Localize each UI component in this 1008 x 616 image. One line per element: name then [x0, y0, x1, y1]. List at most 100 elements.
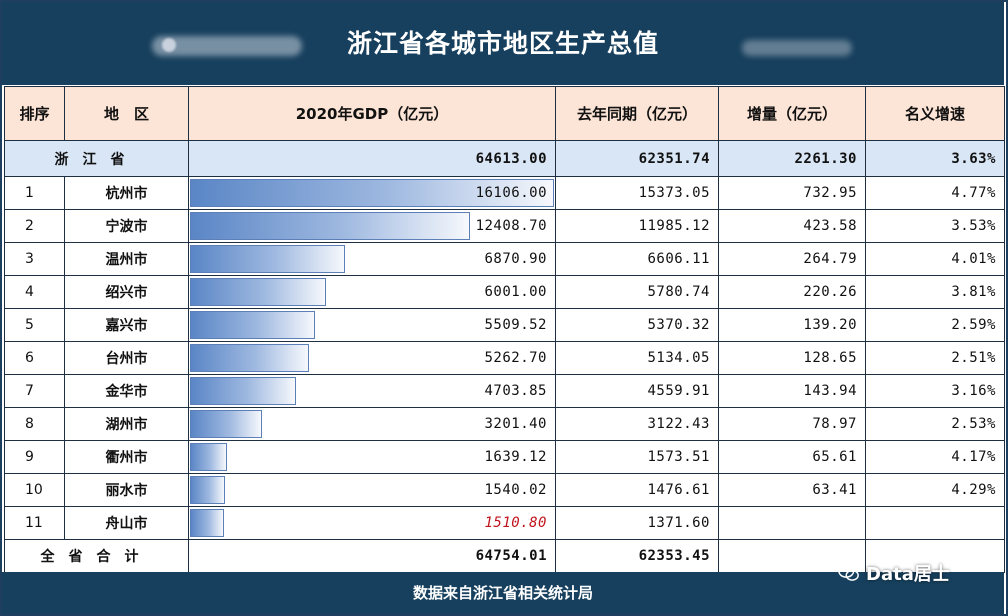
table-row: 10 丽水市 1540.02 1476.61 63.41 4.29%: [4, 473, 1005, 507]
row-gdp: 12408.70: [188, 209, 556, 243]
row-increase: 264.79: [718, 242, 866, 276]
table-row: 4 绍兴市 6001.00 5780.74 220.26 3.81%: [4, 275, 1005, 309]
row-last-year: 1573.51: [555, 440, 719, 474]
row-gdp-value: 5262.70: [484, 350, 547, 366]
province-last-year: 62351.74: [555, 140, 719, 177]
row-last-year: 6606.11: [555, 242, 719, 276]
province-increase: 2261.30: [718, 140, 866, 177]
row-gdp-value: 1540.02: [484, 482, 547, 498]
row-gdp: 1639.12: [188, 440, 556, 474]
gdp-bar: [190, 311, 315, 339]
row-increase: 78.97: [718, 407, 866, 441]
row-gdp-value: 6870.90: [484, 251, 547, 267]
table-row: 6 台州市 5262.70 5134.05 128.65 2.51%: [4, 341, 1005, 375]
row-growth: 3.81%: [865, 275, 1005, 309]
row-city: 丽水市: [64, 473, 189, 507]
row-gdp: 1540.02: [188, 473, 556, 507]
header-increase: 增量（亿元）: [718, 86, 866, 141]
row-increase: 143.94: [718, 374, 866, 408]
total-gdp: 64754.01: [188, 539, 556, 573]
row-growth: 4.29%: [865, 473, 1005, 507]
row-growth: 3.16%: [865, 374, 1005, 408]
row-gdp-value: 16106.00: [475, 185, 547, 201]
gdp-bar: [190, 410, 262, 438]
table-row: 5 嘉兴市 5509.52 5370.32 139.20 2.59%: [4, 308, 1005, 342]
total-label: 全省合计: [4, 539, 189, 573]
watermark-text: Data居士: [866, 564, 950, 585]
table-row: 1 杭州市 16106.00 15373.05 732.95 4.77%: [4, 176, 1005, 210]
title-bar: 浙江省各城市地区生产总值: [2, 2, 1004, 85]
gdp-table: 排序 地 区 2020年GDP（亿元） 去年同期（亿元） 增量（亿元） 名义增速…: [4, 86, 1005, 573]
row-city: 温州市: [64, 242, 189, 276]
row-gdp: 6001.00: [188, 275, 556, 309]
row-city: 金华市: [64, 374, 189, 408]
total-growth-empty: [865, 539, 1005, 573]
row-last-year: 11985.12: [555, 209, 719, 243]
row-city: 台州市: [64, 341, 189, 375]
row-growth: [865, 506, 1005, 540]
header-growth: 名义增速: [865, 86, 1005, 141]
table-row: 9 衢州市 1639.12 1573.51 65.61 4.17%: [4, 440, 1005, 474]
row-gdp-value: 5509.52: [484, 317, 547, 333]
row-last-year: 5370.32: [555, 308, 719, 342]
province-gdp: 64613.00: [188, 140, 556, 177]
row-gdp-value: 3201.40: [484, 416, 547, 432]
header-rank: 排序: [4, 86, 65, 141]
row-gdp-value: 4703.85: [484, 383, 547, 399]
row-gdp: 1510.80: [188, 506, 556, 540]
header-gdp-2020: 2020年GDP（亿元）: [188, 86, 556, 141]
row-last-year: 3122.43: [555, 407, 719, 441]
total-row: 全省合计 64754.01 62353.45: [4, 539, 1005, 573]
row-gdp: 5262.70: [188, 341, 556, 375]
total-last-year: 62353.45: [555, 539, 719, 573]
header-last-year: 去年同期（亿元）: [555, 86, 719, 141]
row-increase: 732.95: [718, 176, 866, 210]
row-growth: 2.53%: [865, 407, 1005, 441]
gdp-bar: [190, 344, 309, 372]
gdp-bar: [190, 377, 296, 405]
row-increase: 139.20: [718, 308, 866, 342]
blurred-dot: [162, 38, 176, 52]
row-increase: 63.41: [718, 473, 866, 507]
row-last-year: 1476.61: [555, 473, 719, 507]
row-rank: 7: [4, 374, 65, 408]
header-row: 排序 地 区 2020年GDP（亿元） 去年同期（亿元） 增量（亿元） 名义增速: [4, 86, 1005, 141]
row-increase: 128.65: [718, 341, 866, 375]
row-increase: [718, 506, 866, 540]
blurred-logo-left: [152, 36, 302, 56]
row-city: 嘉兴市: [64, 308, 189, 342]
row-city: 湖州市: [64, 407, 189, 441]
row-gdp: 6870.90: [188, 242, 556, 276]
row-city: 舟山市: [64, 506, 189, 540]
wechat-icon: [838, 564, 859, 581]
row-gdp: 5509.52: [188, 308, 556, 342]
row-city: 衢州市: [64, 440, 189, 474]
gdp-bar: [190, 443, 227, 471]
table-row: 7 金华市 4703.85 4559.91 143.94 3.16%: [4, 374, 1005, 408]
row-growth: 2.59%: [865, 308, 1005, 342]
gdp-bar: [190, 476, 225, 504]
table-body: 浙江省 64613.00 62351.74 2261.30 3.63% 1 杭州市…: [4, 140, 1005, 540]
gdp-bar: [190, 245, 345, 273]
gdp-bar: [190, 509, 224, 537]
row-rank: 10: [4, 473, 65, 507]
row-growth: 4.77%: [865, 176, 1005, 210]
row-rank: 4: [4, 275, 65, 309]
province-growth: 3.63%: [865, 140, 1005, 177]
row-increase: 65.61: [718, 440, 866, 474]
table-row: 3 温州市 6870.90 6606.11 264.79 4.01%: [4, 242, 1005, 276]
row-rank: 8: [4, 407, 65, 441]
gdp-bar: [190, 212, 470, 240]
table-row: 11 舟山市 1510.80 1371.60: [4, 506, 1005, 540]
row-gdp-value: 1639.12: [484, 449, 547, 465]
row-last-year: 1371.60: [555, 506, 719, 540]
row-last-year: 5780.74: [555, 275, 719, 309]
row-increase: 220.26: [718, 275, 866, 309]
row-city: 宁波市: [64, 209, 189, 243]
row-city: 杭州市: [64, 176, 189, 210]
row-growth: 4.01%: [865, 242, 1005, 276]
header-region: 地 区: [64, 86, 189, 141]
row-rank: 3: [4, 242, 65, 276]
table-row: 8 湖州市 3201.40 3122.43 78.97 2.53%: [4, 407, 1005, 441]
row-last-year: 5134.05: [555, 341, 719, 375]
